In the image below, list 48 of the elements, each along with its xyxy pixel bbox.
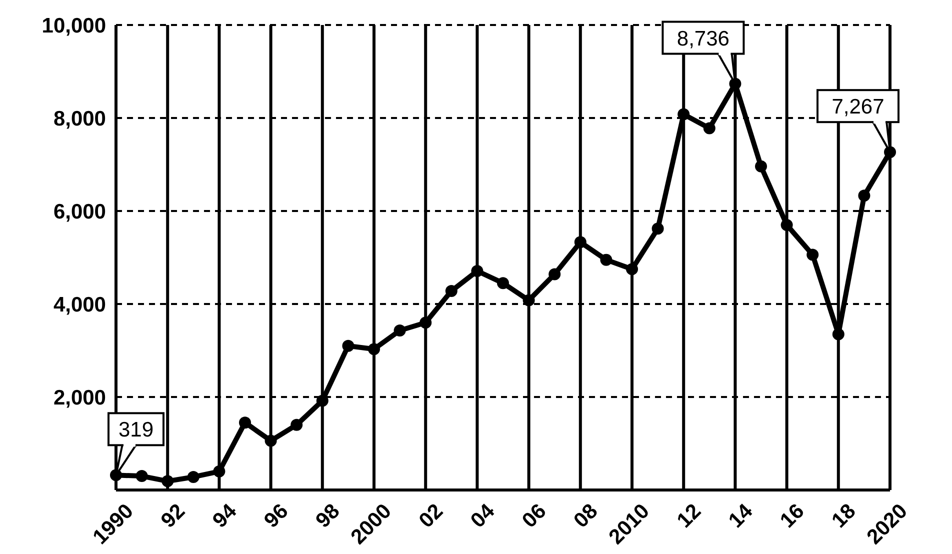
point bbox=[600, 254, 612, 266]
point bbox=[497, 277, 509, 290]
point bbox=[548, 268, 561, 280]
point bbox=[342, 340, 354, 352]
x-tick-label: 98 bbox=[312, 499, 345, 532]
point bbox=[368, 343, 380, 356]
point bbox=[445, 284, 458, 297]
point bbox=[162, 475, 174, 488]
annotation: 8,736 bbox=[676, 27, 730, 50]
point bbox=[755, 160, 767, 172]
point bbox=[522, 294, 535, 306]
point bbox=[239, 416, 251, 429]
point bbox=[420, 316, 432, 329]
point bbox=[780, 218, 793, 231]
x-tick-label: 08 bbox=[570, 499, 603, 532]
x-tick-label: 14 bbox=[724, 499, 758, 532]
point bbox=[316, 394, 328, 407]
y-tick-label: 10,000 bbox=[42, 14, 106, 38]
point bbox=[187, 470, 200, 483]
point bbox=[652, 222, 664, 235]
y-tick-label: 8,000 bbox=[53, 107, 106, 130]
y-tick-label: 2,000 bbox=[53, 386, 106, 410]
x-tick-label: 96 bbox=[260, 500, 293, 532]
annotation: 319 bbox=[118, 418, 154, 442]
point bbox=[703, 122, 716, 134]
y-tick-label: 6,000 bbox=[53, 200, 106, 224]
point bbox=[832, 328, 844, 340]
x-tick-label: 16 bbox=[776, 500, 809, 532]
x-tick-label: 12 bbox=[672, 500, 706, 532]
point bbox=[290, 418, 303, 431]
point bbox=[678, 108, 690, 120]
point bbox=[264, 434, 277, 447]
point bbox=[626, 263, 638, 276]
point bbox=[858, 190, 870, 202]
y-tick-label: 4,000 bbox=[53, 293, 106, 316]
x-tick-label: 92 bbox=[156, 500, 190, 532]
point bbox=[806, 248, 819, 261]
x-tick-label: 06 bbox=[518, 500, 551, 532]
x-tick-label: 04 bbox=[466, 499, 500, 532]
point bbox=[136, 470, 148, 482]
point bbox=[394, 324, 406, 337]
point bbox=[213, 465, 226, 478]
x-tick-label: 18 bbox=[828, 499, 861, 532]
annotation: 7,267 bbox=[832, 96, 884, 119]
x-tick-label: 94 bbox=[208, 499, 242, 532]
point bbox=[471, 264, 484, 277]
x-tick-label: 02 bbox=[414, 500, 448, 532]
point bbox=[574, 236, 586, 248]
